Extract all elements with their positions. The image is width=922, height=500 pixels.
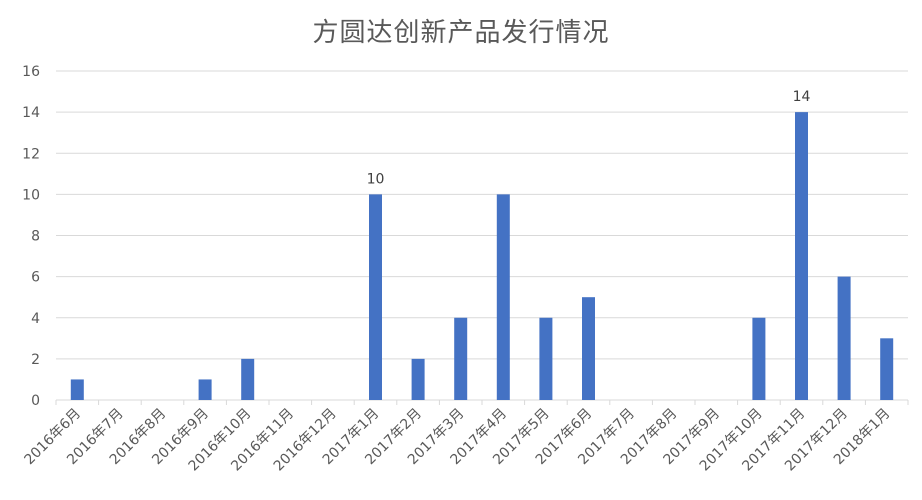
bar — [539, 317, 553, 400]
bar — [369, 194, 382, 400]
bar — [582, 297, 595, 400]
bar — [454, 317, 468, 400]
y-tick-label: 12 — [22, 146, 40, 162]
bar — [411, 358, 425, 400]
y-tick-label: 4 — [31, 311, 40, 327]
y-tick-label: 8 — [31, 229, 40, 245]
bar — [752, 317, 766, 400]
x-axis: 2016年6月2016年7月2016年8月2016年9月2016年10月2016… — [22, 400, 909, 474]
bar — [70, 379, 84, 400]
bar — [837, 276, 851, 400]
y-tick-label: 10 — [22, 187, 40, 203]
y-tick-label: 16 — [22, 64, 40, 80]
data-label: 14 — [793, 89, 811, 105]
y-tick-label: 2 — [31, 352, 40, 368]
bar — [795, 112, 808, 400]
bar — [496, 194, 510, 400]
data-labels: 10 14 — [367, 89, 811, 187]
data-label: 10 — [367, 171, 385, 187]
bar — [198, 379, 212, 400]
y-tick-label: 0 — [31, 393, 40, 409]
y-tick-label: 14 — [22, 105, 40, 121]
chart-title: 方圆达创新产品发行情况 — [312, 18, 610, 48]
bar — [880, 338, 894, 400]
y-tick-label: 6 — [31, 270, 40, 286]
bars — [70, 112, 894, 400]
y-axis: 0 2 4 6 8 10 12 14 16 — [22, 64, 40, 409]
bar — [241, 358, 255, 400]
gridlines — [56, 70, 908, 401]
